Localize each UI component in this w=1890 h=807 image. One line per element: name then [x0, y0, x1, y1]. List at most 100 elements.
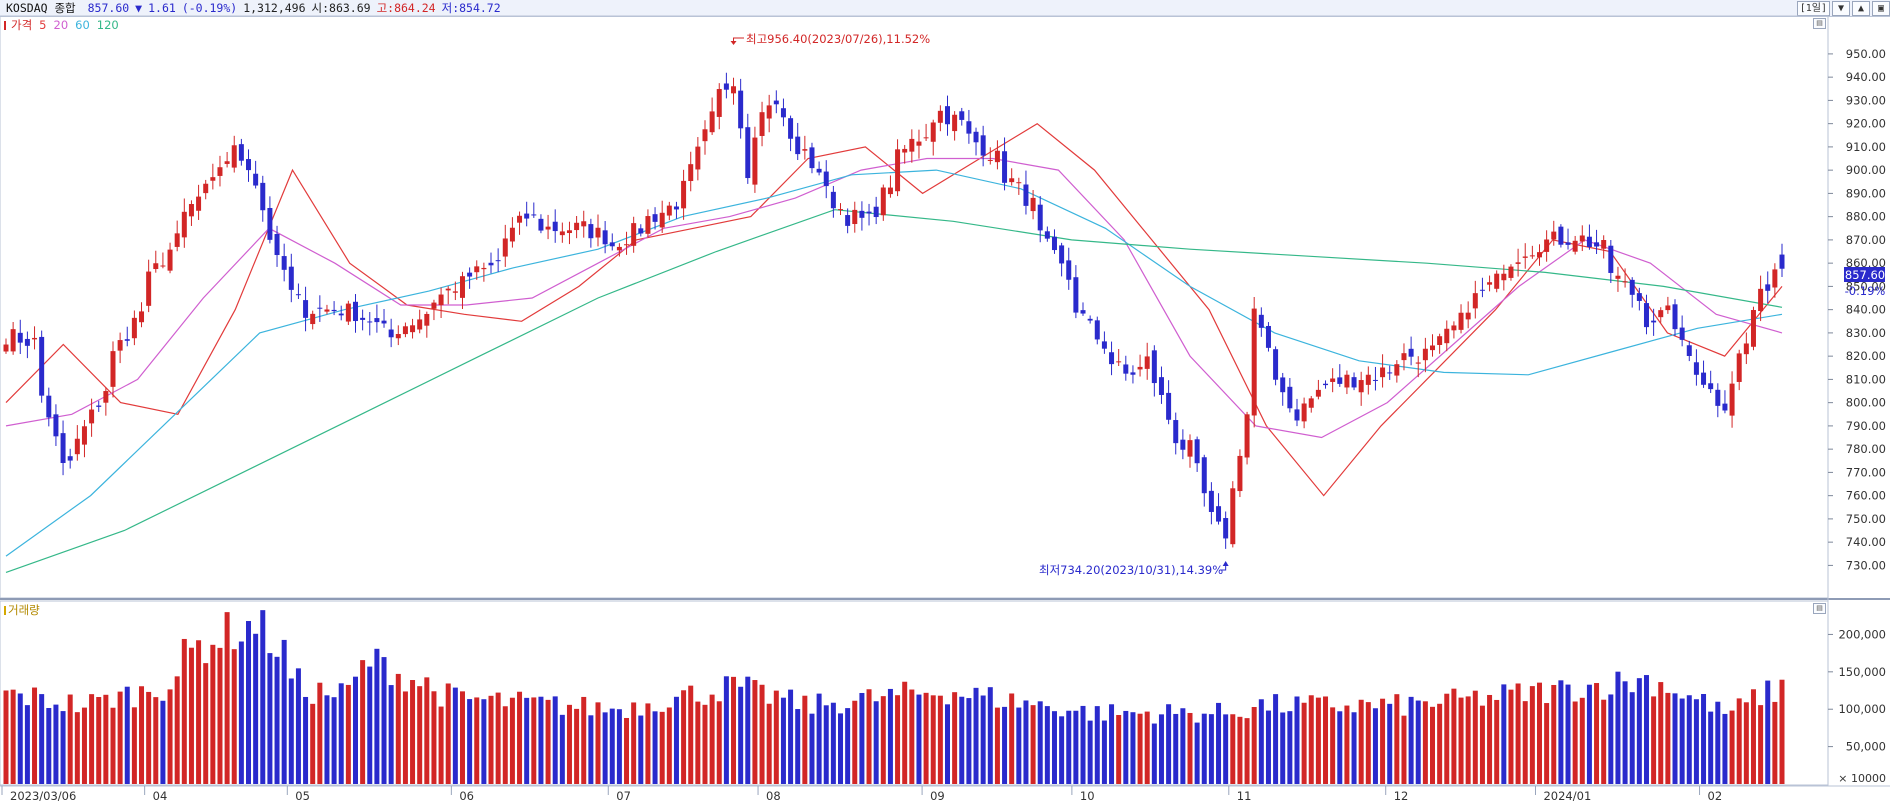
volume-bar — [695, 701, 701, 784]
volume-bar — [1772, 701, 1778, 784]
candle — [966, 121, 972, 134]
volume-bar — [574, 708, 580, 784]
volume-bar — [267, 653, 273, 784]
candle — [502, 238, 508, 257]
volume-bar — [53, 704, 59, 784]
candle — [267, 208, 273, 240]
volume-bar — [1601, 699, 1607, 784]
volume-bar — [866, 689, 872, 784]
volume-pane-menu-button[interactable]: ▤ — [1813, 603, 1826, 614]
volume-bar — [531, 697, 537, 784]
candle — [973, 131, 979, 143]
price-tick-label: 920.00 — [1846, 117, 1886, 131]
volume-bar — [859, 692, 865, 784]
candle — [1059, 245, 1065, 264]
candle — [1586, 236, 1592, 248]
x-axis-label: 11 — [1237, 789, 1252, 803]
volume-bar — [74, 712, 80, 784]
volume-bar — [1572, 701, 1578, 784]
volume-bar — [1665, 692, 1671, 784]
volume-bar — [994, 707, 1000, 784]
candle — [1016, 182, 1022, 184]
candle — [838, 209, 844, 211]
period-button[interactable]: [1일] — [1796, 0, 1830, 16]
volume-bar — [1380, 698, 1386, 784]
candle — [1151, 350, 1157, 384]
volume-bar — [274, 656, 280, 784]
volume-bar — [481, 699, 487, 784]
legend-price: 가격 — [11, 18, 33, 32]
volume-bar — [1358, 699, 1364, 784]
scroll-up-button[interactable]: ▲ — [1852, 0, 1870, 16]
volume-bar — [224, 612, 230, 784]
candle — [1601, 240, 1607, 249]
volume-bar — [973, 687, 979, 784]
candle — [131, 317, 137, 339]
candle — [695, 146, 701, 170]
candle — [81, 426, 87, 445]
candle — [117, 340, 123, 351]
volume-bar — [210, 644, 216, 784]
candle — [1137, 366, 1143, 370]
candle — [146, 271, 152, 306]
volume-bar — [117, 691, 123, 784]
price-tick-label: 890.00 — [1846, 186, 1886, 200]
ma-line-20 — [5, 157, 1783, 439]
volume-bar — [752, 680, 758, 784]
candle — [1372, 379, 1378, 381]
volume-bar — [545, 699, 551, 784]
candle — [752, 137, 758, 185]
price-tick-label: 860.00 — [1846, 256, 1886, 270]
volume-bar — [1137, 713, 1143, 784]
price-tick-label: 840.00 — [1846, 303, 1886, 317]
volume-bar — [816, 693, 822, 784]
volume-bar — [103, 694, 109, 784]
index-name: KOSDAQ 종합 — [6, 1, 76, 15]
candle — [139, 311, 145, 323]
current-price: 857.60 — [87, 1, 130, 15]
candle — [367, 321, 373, 323]
candle — [10, 329, 16, 352]
volume-bar — [1651, 696, 1657, 784]
volume-bar — [538, 696, 544, 784]
volume-bar — [167, 689, 173, 784]
price-tick-label: 810.00 — [1846, 372, 1886, 386]
candle — [738, 90, 744, 129]
maximize-button[interactable]: ▣ — [1872, 0, 1890, 16]
candle — [745, 127, 751, 179]
volume-bar — [1487, 694, 1493, 784]
volume-bar — [1779, 679, 1785, 784]
volume-bar — [1237, 716, 1243, 784]
price-tick-label: 730.00 — [1846, 558, 1886, 572]
scroll-down-button[interactable]: ▼ — [1832, 0, 1850, 16]
candle — [253, 173, 259, 186]
volume-bar — [944, 704, 950, 784]
candle — [1465, 312, 1471, 320]
volume-bar — [952, 692, 958, 784]
x-axis-label: 09 — [930, 789, 945, 803]
volume-bar — [937, 695, 943, 784]
candle — [716, 89, 722, 117]
volume-bar — [1002, 706, 1008, 784]
last-price-badge-bg — [1844, 267, 1885, 282]
x-axis-label: 2023/03/06 — [10, 789, 76, 803]
candle — [260, 182, 266, 211]
price-change: 1.61 — [148, 1, 176, 15]
volume-bar — [67, 694, 73, 784]
ma-line-5 — [5, 122, 1783, 497]
candle — [930, 122, 936, 142]
volume-bar — [688, 685, 694, 784]
x-axis-label: 10 — [1080, 789, 1095, 803]
candle — [424, 313, 430, 326]
candle — [1358, 380, 1364, 393]
volume-bar — [1643, 675, 1649, 784]
volume-bar — [459, 691, 465, 784]
candle — [103, 391, 109, 403]
candle — [317, 307, 323, 309]
volume-bar — [1258, 699, 1264, 784]
candle — [1736, 353, 1742, 382]
price-pane-menu-button[interactable]: ▤ — [1813, 18, 1826, 29]
low-price: 저:854.72 — [441, 1, 501, 15]
volume-bar — [431, 691, 437, 784]
volume-bar — [1194, 722, 1200, 784]
